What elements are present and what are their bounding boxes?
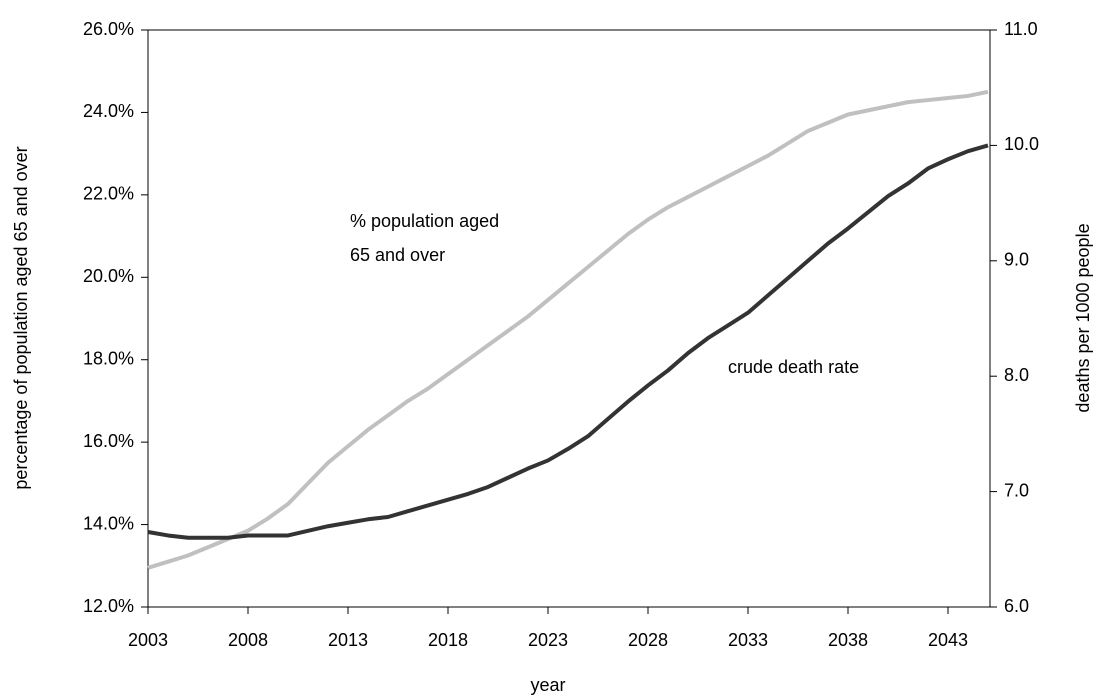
x-tick-label: 2043 — [928, 630, 968, 650]
y-tick-label: 18.0% — [83, 348, 134, 368]
plot-frame — [147, 29, 991, 608]
y-tick-label: 20.0% — [83, 266, 134, 286]
y-tick-label: 16.0% — [83, 431, 134, 451]
y2-tick-label: 10.0 — [1004, 134, 1039, 154]
y-tick-label: 22.0% — [83, 184, 134, 204]
x-tick-label: 2018 — [428, 630, 468, 650]
y-axis-label: percentage of population aged 65 and ove… — [11, 146, 31, 489]
y2-tick-label: 6.0 — [1004, 596, 1029, 616]
y2-tick-label: 11.0 — [1004, 19, 1038, 39]
series-line — [147, 143, 989, 540]
y-tick-label: 26.0% — [83, 19, 134, 39]
y-tick-label: 24.0% — [83, 101, 134, 121]
annotation: crude death rate — [728, 357, 859, 377]
y2-axis-label: deaths per 1000 people — [1073, 223, 1093, 412]
x-tick-label: 2028 — [628, 630, 668, 650]
y2-tick-label: 7.0 — [1004, 480, 1029, 500]
x-tick-label: 2003 — [128, 630, 168, 650]
x-tick-label: 2008 — [228, 630, 268, 650]
annotation: % population aged — [350, 211, 499, 231]
x-tick-label: 2038 — [828, 630, 868, 650]
x-tick-label: 2033 — [728, 630, 768, 650]
y2-tick-label: 9.0 — [1004, 250, 1029, 270]
x-axis-label: year — [530, 675, 565, 695]
annotation: 65 and over — [350, 245, 445, 265]
x-tick-label: 2023 — [528, 630, 568, 650]
y-tick-label: 14.0% — [83, 513, 134, 533]
y-tick-label: 12.0% — [83, 596, 134, 616]
x-tick-label: 2013 — [328, 630, 368, 650]
series-line — [147, 89, 989, 570]
y2-tick-label: 8.0 — [1004, 365, 1029, 385]
